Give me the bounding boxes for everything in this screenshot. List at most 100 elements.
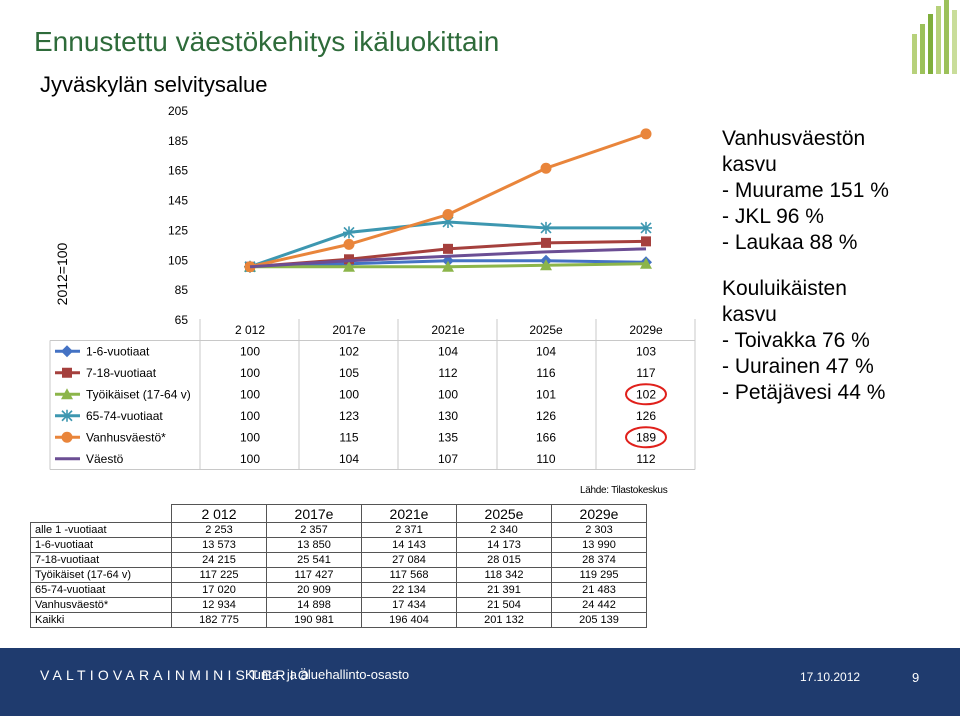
table-header: 2025e — [456, 504, 552, 523]
table-cell: 2 303 — [551, 522, 647, 538]
side-note-line: kasvu — [722, 153, 777, 176]
table-cell: 22 134 — [361, 582, 457, 598]
legend-marker — [62, 367, 72, 378]
x-tick-label: 2025e — [529, 323, 563, 337]
page-title: Ennustettu väestökehitys ikäluokittain — [34, 26, 500, 57]
data-point — [442, 215, 454, 228]
table-row: Työikäiset (17-64 v) 117 225 117 427 117 56… — [30, 567, 647, 583]
data-label: 102 — [636, 387, 656, 401]
side-note-block: Kouluikäisten kasvu - Toivakka 76 % - Uurai… — [722, 276, 958, 406]
data-label: 123 — [339, 409, 359, 423]
data-label: 104 — [536, 344, 556, 358]
data-point — [540, 259, 552, 271]
data-label: 100 — [240, 387, 260, 401]
y-tick-label: 65 — [175, 313, 189, 327]
row-label: 7-18-vuotiaat — [30, 552, 172, 568]
data-point — [442, 209, 454, 220]
table-row: 65-74-vuotiaat 17 020 20 909 22 134 21 391 21… — [30, 582, 647, 598]
table-cell: 2 371 — [361, 522, 457, 538]
side-note-line: Kouluikäisten — [722, 277, 847, 300]
row-label: Työikäiset (17-64 v) — [30, 567, 172, 583]
row-label: 65-74-vuotiaat — [30, 582, 172, 598]
table-corner — [30, 504, 172, 523]
table-cell: 117 225 — [171, 567, 267, 583]
data-label: 135 — [438, 430, 458, 444]
table-cell: 13 850 — [266, 537, 362, 553]
data-label: 104 — [339, 452, 359, 466]
table-cell: 27 084 — [361, 552, 457, 568]
data-label: 100 — [240, 366, 260, 380]
table-cell: 21 391 — [456, 582, 552, 598]
side-note-line: - Uurainen 47 % — [722, 355, 874, 378]
table-header: 2021e — [361, 504, 457, 523]
data-label: 116 — [536, 366, 555, 380]
highlight-circle — [625, 383, 667, 406]
table-cell: 14 173 — [456, 537, 552, 553]
table-cell: 119 295 — [551, 567, 647, 583]
data-label: 130 — [438, 409, 458, 423]
legend-marker — [61, 388, 73, 400]
side-note-line: - Petäjävesi 44 % — [722, 381, 886, 404]
table-cell: 2 253 — [171, 522, 267, 538]
table-cell: 21 504 — [456, 597, 552, 613]
x-tick-label: 2021e — [431, 323, 465, 337]
table-row: Kaikki 182 775 190 981 196 404 201 132 205 13… — [30, 612, 647, 628]
side-note-line: kasvu — [722, 303, 777, 326]
table-cell: 2 340 — [456, 522, 552, 538]
data-label: 115 — [339, 430, 358, 444]
data-point — [343, 226, 355, 239]
row-label: Kaikki — [30, 612, 172, 628]
table-cell: 196 404 — [361, 612, 457, 628]
data-point — [540, 221, 552, 234]
table-cell: 25 541 — [266, 552, 362, 568]
table-cell: 205 139 — [551, 612, 647, 628]
data-label: 100 — [240, 344, 260, 358]
ministry-logo-text: VALTIOVARAINMINISTERIÖ — [40, 667, 313, 683]
legend-label: 65-74-vuotiaat — [86, 409, 163, 423]
side-note-line: - Toivakka 76 % — [722, 329, 870, 352]
department-name: Kunta- ja aluehallinto-osasto — [245, 667, 410, 682]
table-header-row: 2 012 2017e 2021e 2025e 2029e — [30, 504, 647, 523]
table-cell: 12 934 — [171, 597, 267, 613]
table-header: 2029e — [551, 504, 647, 523]
table-cell: 182 775 — [171, 612, 267, 628]
x-tick-label: 2029e — [629, 323, 663, 337]
table-cell: 21 483 — [551, 582, 647, 598]
side-note-line: - Muurame 151 % — [722, 179, 889, 202]
data-point — [640, 128, 652, 140]
legend-marker — [61, 431, 73, 443]
data-label: 100 — [240, 452, 260, 466]
legend-marker — [61, 409, 73, 422]
table-row: 1-6-vuotiaat 13 573 13 850 14 143 14 173 13 9… — [30, 537, 647, 553]
row-label: Vanhusväestö* — [30, 597, 172, 613]
y-tick-label: 105 — [168, 253, 188, 267]
table-cell: 28 015 — [456, 552, 552, 568]
footer-bar — [0, 648, 960, 716]
legend-label: Väestö — [86, 452, 124, 466]
side-note-line: - JKL 96 % — [722, 205, 824, 228]
table-cell: 17 434 — [361, 597, 457, 613]
table-cell: 2 357 — [266, 522, 362, 538]
data-label: 100 — [438, 387, 458, 401]
table-cell: 190 981 — [266, 612, 362, 628]
data-label: 112 — [636, 452, 655, 466]
row-label: 1-6-vuotiaat — [30, 537, 172, 553]
data-label: 189 — [636, 430, 656, 444]
data-label: 126 — [636, 409, 656, 423]
x-tick-label: 2017e — [332, 323, 366, 337]
legend-label: 7-18-vuotiaat — [86, 366, 157, 380]
legend-label: 1-6-vuotiaat — [86, 344, 150, 358]
data-point — [640, 257, 652, 269]
data-point — [343, 238, 355, 250]
table-cell: 14 143 — [361, 537, 457, 553]
data-label: 104 — [438, 344, 458, 358]
side-note-line: - Laukaa 88 % — [722, 231, 858, 254]
side-note-block: Vanhusväestön kasvu - Muurame 151 % - JKL 9… — [722, 126, 958, 256]
table-cell: 201 132 — [456, 612, 552, 628]
data-label: 110 — [536, 452, 555, 466]
data-label: 103 — [636, 344, 656, 358]
data-label: 166 — [536, 430, 556, 444]
x-tick-label: 2 012 — [235, 323, 265, 337]
table-header: 2 012 — [171, 504, 267, 523]
data-label: 100 — [240, 430, 260, 444]
